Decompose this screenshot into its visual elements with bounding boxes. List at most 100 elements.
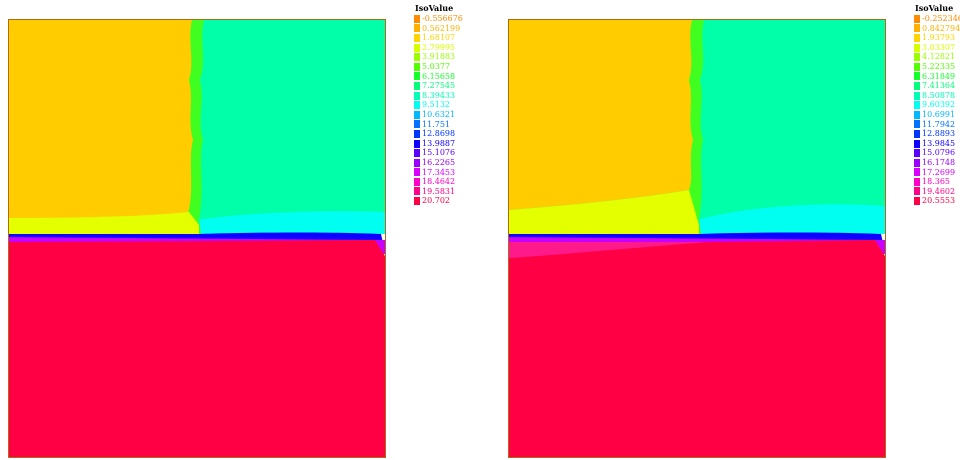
- legend-entry: 16.2265: [414, 158, 463, 168]
- legend-swatch: [914, 101, 920, 110]
- legend-label: 8.39433: [422, 90, 456, 100]
- legend-entry: 19.4602: [914, 187, 960, 197]
- legend-entry: 10.6321: [414, 110, 463, 120]
- legend-swatch: [414, 129, 420, 138]
- legend-entry: 3.91883: [414, 52, 463, 62]
- legend-entry: 9.60392: [914, 100, 960, 110]
- legend-swatch: [414, 110, 420, 119]
- legend-swatch: [414, 120, 420, 129]
- legend-label: 16.2265: [422, 157, 456, 167]
- region-lower: [509, 240, 885, 457]
- legend-entry: -0.556676: [414, 14, 463, 24]
- legend-label: 13.9845: [922, 138, 956, 148]
- legend-label: 3.91883: [422, 52, 456, 62]
- legend-entry: 12.8893: [914, 129, 960, 139]
- legend-label: 17.3453: [422, 167, 456, 177]
- legend-entry: 18.365: [914, 177, 960, 187]
- legend-label: 11.751: [422, 119, 450, 129]
- legend-entry: 9.5132: [414, 100, 463, 110]
- legend-swatch: [414, 24, 420, 33]
- legend-label: 19.4602: [922, 186, 956, 196]
- legend-swatch: [414, 62, 420, 71]
- legend-entry: 1.93793: [914, 33, 960, 43]
- legend-swatch: [414, 81, 420, 90]
- legend-swatch: [414, 91, 420, 100]
- legend-swatch: [414, 187, 420, 196]
- legend-label: 20.702: [422, 196, 450, 206]
- legend-label: -0.556676: [422, 14, 463, 23]
- region-upper-left: [9, 20, 193, 220]
- legend-swatch: [914, 43, 920, 52]
- legend-swatch: [914, 120, 920, 129]
- region-cyan-band: [697, 204, 885, 234]
- legend-label: 13.9887: [422, 138, 456, 148]
- legend-label: 4.12821: [922, 52, 956, 62]
- legend-label: 20.5553: [922, 196, 956, 206]
- legend-entry: 19.5831: [414, 187, 463, 197]
- legend-entry: 0.562199: [414, 24, 463, 34]
- legend-label: 7.27545: [422, 81, 456, 91]
- legend-entry: 7.27545: [414, 81, 463, 91]
- legend-swatch: [914, 139, 920, 148]
- legend-entry: 6.31849: [914, 72, 960, 82]
- legend-label: 5.22335: [922, 61, 956, 71]
- legend-swatch: [914, 149, 920, 158]
- legend-swatch: [414, 197, 420, 206]
- legend-entry: 16.1748: [914, 158, 960, 168]
- region-yellow-strip: [9, 212, 199, 234]
- legend-entry: 18.4642: [414, 177, 463, 187]
- region-lower: [9, 240, 385, 457]
- region-green-transition: [187, 20, 204, 234]
- legend-entry: 11.751: [414, 120, 463, 130]
- legend-swatch: [914, 129, 920, 138]
- legend-label: 2.79995: [422, 42, 456, 52]
- legend-entry: 20.5553: [914, 196, 960, 206]
- legend-label: 16.1748: [922, 157, 956, 167]
- legend-entry: 12.8698: [414, 129, 463, 139]
- legend-label: 5.0377: [422, 61, 450, 71]
- legend-entry: 4.12821: [914, 52, 960, 62]
- legend-entry: 5.0377: [414, 62, 463, 72]
- legend-swatch: [914, 53, 920, 62]
- legend-label: 15.1076: [422, 148, 456, 158]
- legend-entry: -0.252346: [914, 14, 960, 24]
- legend-label: 12.8893: [922, 129, 956, 139]
- legend-entry: 13.9887: [414, 139, 463, 149]
- legend-entry: 20.702: [414, 196, 463, 206]
- legend-swatch: [914, 62, 920, 71]
- legend-swatch: [914, 24, 920, 33]
- region-upper-left: [509, 20, 693, 210]
- legend-label: 12.8698: [422, 129, 456, 139]
- region-yellow-strip: [509, 190, 699, 234]
- legend-label: 17.2699: [922, 167, 956, 177]
- legend-entry: 2.79995: [414, 43, 463, 53]
- legend-swatch: [414, 101, 420, 110]
- legend-swatch: [414, 139, 420, 148]
- legend-label: 11.7942: [922, 119, 956, 129]
- legend-swatch: [414, 149, 420, 158]
- legend-entry: 8.50878: [914, 91, 960, 101]
- legend-swatch: [914, 158, 920, 167]
- colorbar-legend-left: IsoValue -0.556676 0.562199 1.68107 2.79995…: [414, 3, 463, 206]
- legend-label: 9.5132: [422, 100, 450, 110]
- legend-entry: 0.842794: [914, 24, 960, 34]
- legend-entry: 7.41364: [914, 81, 960, 91]
- legend-label: 6.31849: [922, 71, 956, 81]
- legend-label: 8.50878: [922, 90, 956, 100]
- legend-swatch: [914, 91, 920, 100]
- legend-swatch: [914, 197, 920, 206]
- legend-entry: 17.3453: [414, 168, 463, 178]
- legend-entry: 17.2699: [914, 168, 960, 178]
- legend-swatch: [914, 14, 920, 23]
- legend-swatch: [414, 72, 420, 81]
- legend-swatch: [914, 110, 920, 119]
- legend-swatch: [414, 33, 420, 42]
- legend-label: 19.5831: [422, 186, 456, 196]
- contour-field-left: [9, 20, 385, 457]
- legend-swatch: [914, 72, 920, 81]
- legend-swatch: [914, 33, 920, 42]
- colorbar-legend-right: IsoValue -0.252346 0.842794 1.93793 3.03307…: [914, 3, 960, 206]
- region-cyan-band: [197, 211, 385, 234]
- legend-swatch: [414, 43, 420, 52]
- legend-swatch: [414, 177, 420, 186]
